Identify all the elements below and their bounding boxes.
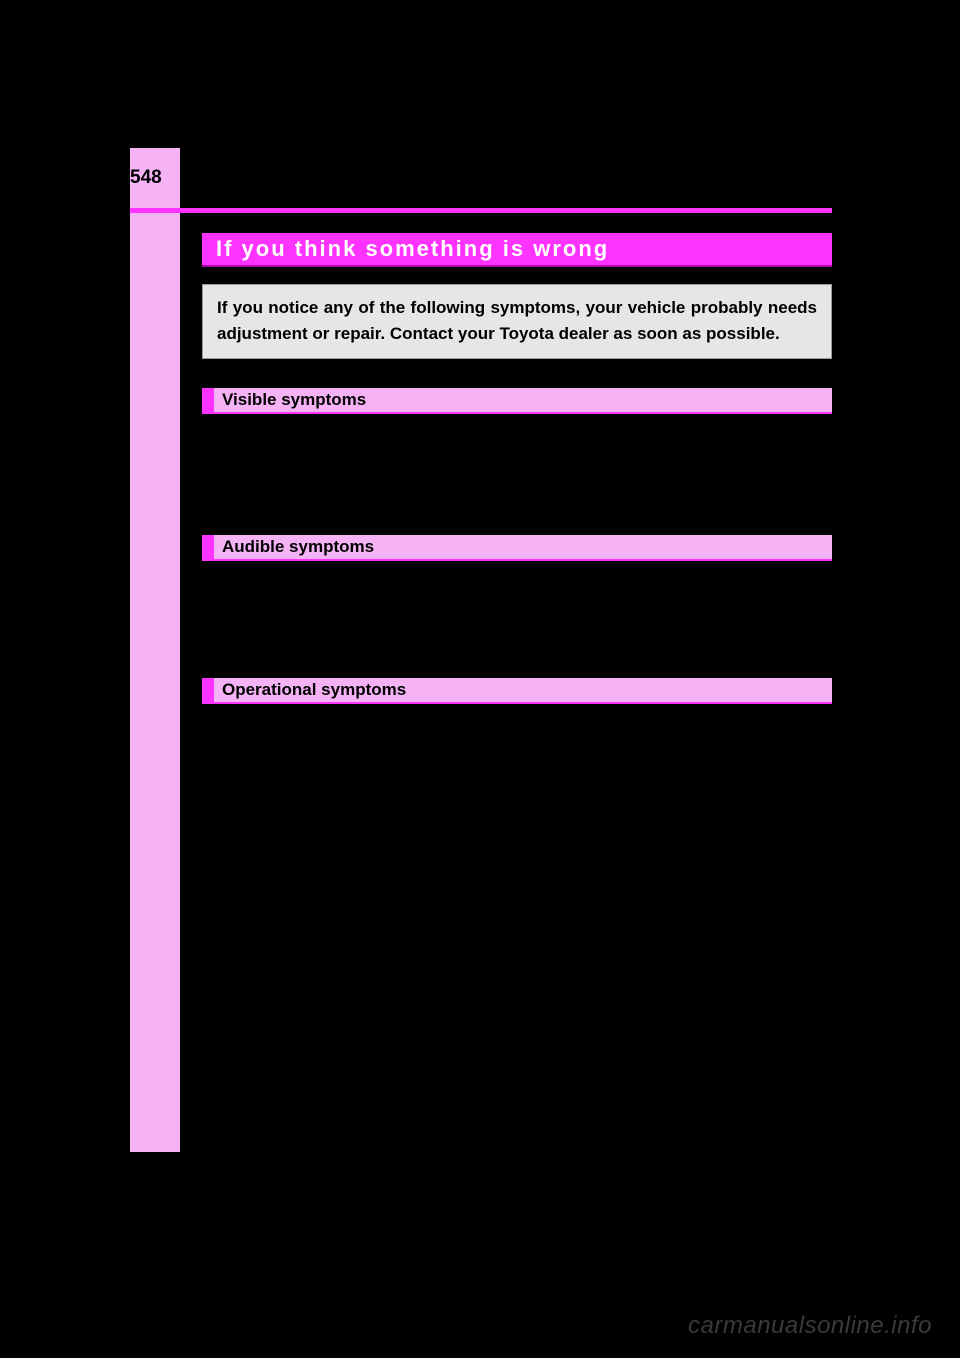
list-item: ● Strange noises related to the suspensi… bbox=[202, 625, 832, 650]
manual-page: 548 8-2. Steps to take in an emergency I… bbox=[0, 0, 960, 1358]
page-header: 548 8-2. Steps to take in an emergency bbox=[130, 148, 832, 208]
bullet-icon: ● bbox=[202, 825, 224, 850]
section-heading-audible: Audible symptoms bbox=[202, 535, 832, 561]
bullet-icon: ● bbox=[202, 796, 224, 821]
section-heading-visible: Visible symptoms bbox=[202, 388, 832, 414]
page-title: If you think something is wrong bbox=[216, 236, 609, 262]
section-label: 8-2. Steps to take in an emergency bbox=[584, 169, 832, 187]
list-item-text: Engine missing, stumbling or running rou… bbox=[224, 710, 832, 735]
list-item-text: Vehicle pulls heavily to one side when b… bbox=[224, 768, 832, 793]
list-item: ● Loss of brake effectiveness, spongy fe… bbox=[202, 825, 832, 850]
list-item: ● Appreciable loss of power bbox=[202, 739, 832, 764]
bullet-icon: ● bbox=[202, 478, 224, 503]
list-item-text: Fluid leaks under the vehicle. bbox=[224, 420, 832, 445]
page-number: 548 bbox=[130, 167, 162, 189]
list-item-text: Excessive tire squeal when cornering bbox=[224, 596, 832, 621]
intro-box: If you notice any of the following sympt… bbox=[202, 284, 832, 359]
intro-text: If you notice any of the following sympt… bbox=[217, 298, 817, 343]
list-item-note: (Water dripping from the air conditionin… bbox=[224, 449, 832, 472]
list-item: ● Engine missing, stumbling or running r… bbox=[202, 710, 832, 735]
bullet-icon: ● bbox=[202, 768, 224, 793]
bullet-icon: ● bbox=[202, 596, 224, 621]
list-item: ● Pinging or other noises related to the… bbox=[202, 653, 832, 678]
list-operational: ● Engine missing, stumbling or running r… bbox=[202, 710, 832, 854]
section-heading-text: Audible symptoms bbox=[222, 537, 374, 557]
list-item: ● Changes in exhaust sound bbox=[202, 567, 832, 592]
list-item-text: Engine coolant temperature gauge needle … bbox=[224, 507, 832, 532]
list-item-text: Strange noises related to the suspension… bbox=[224, 625, 832, 650]
bullet-icon: ● bbox=[202, 710, 224, 735]
list-item-text: Loss of brake effectiveness, spongy feel… bbox=[224, 825, 832, 850]
list-item-text: Flat-looking tires or uneven tire wear bbox=[224, 478, 832, 503]
bullet-icon: ● bbox=[202, 567, 224, 592]
section-heading-text: Operational symptoms bbox=[222, 680, 406, 700]
bullet-icon: ● bbox=[202, 507, 224, 532]
page-title-bar: If you think something is wrong bbox=[202, 233, 832, 267]
watermark: carmanualsonline.info bbox=[688, 1312, 932, 1340]
header-rule bbox=[130, 208, 832, 213]
list-item-text: Vehicle pulls heavily to one side when d… bbox=[224, 796, 832, 821]
list-item-text: Changes in exhaust sound bbox=[224, 567, 832, 592]
section-heading-operational: Operational symptoms bbox=[202, 678, 832, 704]
bullet-icon: ● bbox=[202, 739, 224, 764]
list-item: ● Engine coolant temperature gauge needl… bbox=[202, 507, 832, 532]
list-item-text: Pinging or other noises related to the e… bbox=[224, 653, 832, 678]
list-item: ● Fluid leaks under the vehicle. bbox=[202, 420, 832, 445]
list-visible: ● Fluid leaks under the vehicle. (Water … bbox=[202, 420, 832, 536]
bullet-icon: ● bbox=[202, 653, 224, 678]
list-item: ● Flat-looking tires or uneven tire wear bbox=[202, 478, 832, 503]
document-code: 4RUNNER_U (OM35B18U) bbox=[138, 1170, 298, 1185]
list-item: ● Vehicle pulls heavily to one side when… bbox=[202, 768, 832, 793]
bullet-icon: ● bbox=[202, 625, 224, 650]
list-item-text: Appreciable loss of power bbox=[224, 739, 832, 764]
list-item: ● Excessive tire squeal when cornering bbox=[202, 596, 832, 621]
list-item: ● Vehicle pulls heavily to one side when… bbox=[202, 796, 832, 821]
list-audible: ● Changes in exhaust sound ● Excessive t… bbox=[202, 567, 832, 682]
chapter-side-tab bbox=[130, 148, 180, 1152]
bullet-icon: ● bbox=[202, 420, 224, 445]
section-heading-text: Visible symptoms bbox=[222, 390, 366, 410]
